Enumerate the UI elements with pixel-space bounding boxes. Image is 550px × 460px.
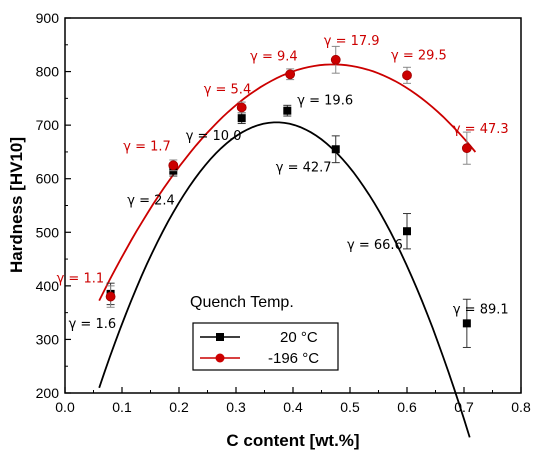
- gamma-label: γ = 1.6: [69, 317, 117, 332]
- legend-label-20c: 20 °C: [280, 329, 318, 346]
- y-tick-label: 700: [36, 117, 60, 133]
- x-tick-label: 0.2: [169, 399, 189, 415]
- x-tick-label: 0.1: [112, 399, 132, 415]
- x-tick-label: 0.5: [340, 399, 360, 415]
- gamma-label: γ = 66.6: [347, 238, 403, 253]
- gamma-label: γ = 1.7: [123, 139, 171, 154]
- y-tick-label: 900: [36, 10, 60, 26]
- y-tick-label: 400: [36, 278, 60, 294]
- x-tick-label: 0.4: [283, 399, 303, 415]
- data-point-20c: [237, 114, 246, 123]
- labels-layer: γ = 1.6 γ = 2.4 γ = 10.0 γ = 19.6 γ = 42.7 γ …: [57, 34, 509, 332]
- x-tick-label: 0.7: [454, 399, 474, 415]
- y-tick-label: 300: [36, 331, 60, 347]
- gamma-label: γ = 42.7: [276, 160, 332, 175]
- fit-curve-20c: [98, 121, 471, 438]
- gamma-label: γ = 17.9: [324, 34, 380, 49]
- legend-label-minus196c: -196 °C: [268, 350, 319, 367]
- gamma-label: γ = 89.1: [453, 302, 509, 317]
- fit-layer: [98, 63, 477, 438]
- x-axis-title: C content [wt.%]: [226, 431, 359, 450]
- legend-box: [192, 322, 339, 371]
- fit-curve-minus196c: [98, 63, 477, 302]
- y-tick-label: 800: [36, 64, 60, 80]
- data-point-minus196c: [402, 70, 412, 81]
- x-tick-label: 0.0: [55, 399, 75, 415]
- gamma-label: γ = 2.4: [127, 194, 175, 209]
- y-tick-label: 200: [36, 385, 60, 401]
- gamma-label: γ = 29.5: [391, 48, 447, 63]
- plot-frame: [64, 17, 522, 394]
- gamma-label: γ = 5.4: [204, 82, 252, 97]
- data-point-minus196c: [461, 143, 472, 154]
- data-point-minus196c: [330, 54, 341, 65]
- data-point-20c: [403, 227, 411, 236]
- legend-marker-minus196c: [215, 353, 225, 363]
- ticks-layer: 0.0 0.1 0.2 0.3 0.4 0.5 0.6 0.7 0.8 200 300 400 500 6…: [36, 10, 531, 415]
- gamma-label: γ = 47.3: [453, 122, 509, 137]
- legend-title: Quench Temp.: [190, 294, 294, 311]
- data-point-minus196c: [236, 102, 247, 113]
- x-tick-label: 0.6: [397, 399, 417, 415]
- gamma-label: γ = 9.4: [250, 49, 298, 64]
- legend-marker-20c: [216, 333, 224, 341]
- gamma-label: γ = 1.1: [57, 272, 105, 287]
- x-tick-label: 0.8: [511, 399, 531, 415]
- legend: 20 °C -196 °C: [192, 322, 339, 371]
- y-tick-label: 600: [36, 171, 60, 187]
- y-axis-title: Hardness [HV10]: [7, 137, 26, 273]
- y-tick-label: 500: [36, 224, 60, 240]
- x-tick-label: 0.3: [226, 399, 246, 415]
- gamma-label: γ = 19.6: [297, 94, 353, 109]
- data-point-minus196c: [168, 160, 179, 171]
- data-point-20c: [331, 145, 340, 154]
- points-layer: [105, 45, 472, 348]
- data-point-minus196c: [285, 69, 296, 80]
- gamma-label: γ = 10.0: [186, 129, 242, 144]
- data-point-20c: [462, 319, 471, 328]
- data-point-minus196c: [105, 291, 116, 302]
- data-point-20c: [283, 106, 292, 115]
